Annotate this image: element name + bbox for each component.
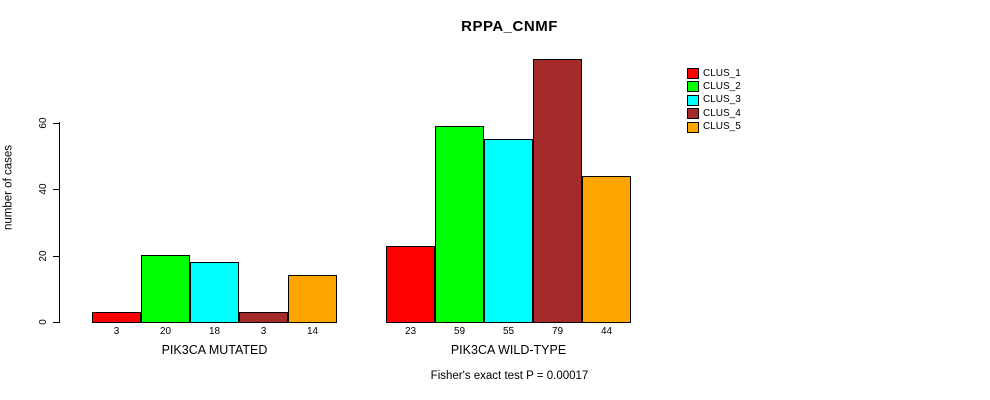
bar-clus-1-pik3ca-mutated [92,312,141,323]
bar-clus-4-pik3ca-mutated [239,312,288,323]
y-axis-label: number of cases [2,145,15,231]
bar-value-label: 3 [260,326,267,337]
bar-value-label: 59 [453,326,466,337]
legend-swatch-clus-2 [687,81,699,93]
legend-swatch-clus-5 [687,121,699,133]
legend-label-clus-3: CLUS_3 [703,94,741,106]
bar-clus-2-pik3ca-mutated [141,255,190,323]
bar-clus-1-pik3ca-wild-type [386,246,435,323]
bar-value-label: 79 [551,326,564,337]
legend-label-clus-1: CLUS_1 [703,67,741,79]
bar-value-label: 55 [502,326,515,337]
bar-clus-4-pik3ca-wild-type [533,59,582,323]
legend-label-clus-4: CLUS_4 [703,107,741,119]
legend-label-clus-2: CLUS_2 [703,80,741,92]
y-tick-label: 20 [38,250,49,262]
y-tick-mark [53,256,59,257]
chart-title: RPPA_CNMF [461,18,558,35]
y-tick-mark [53,123,59,124]
legend-swatch-clus-3 [687,94,699,106]
legend-label-clus-5: CLUS_5 [703,121,741,133]
bar-clus-5-pik3ca-mutated [288,275,337,323]
fisher-test-annotation: Fisher's exact test P = 0.00017 [430,370,589,382]
bar-value-label: 44 [600,326,613,337]
bar-value-label: 23 [404,326,417,337]
bar-value-label: 20 [159,326,172,337]
y-tick-mark [53,322,59,323]
legend-swatch-clus-4 [687,108,699,120]
bar-clus-3-pik3ca-mutated [190,262,239,323]
y-tick-label: 40 [38,183,49,195]
bar-clus-2-pik3ca-wild-type [435,126,484,323]
y-tick-label: 0 [38,319,49,325]
y-tick-label: 60 [38,117,49,129]
bar-clus-3-pik3ca-wild-type [484,139,533,323]
x-category-label-pik3ca-mutated: PIK3CA MUTATED [161,343,268,357]
bar-clus-5-pik3ca-wild-type [582,176,631,323]
legend-swatch-clus-1 [687,68,699,79]
y-tick-mark [53,189,59,190]
bar-value-label: 14 [306,326,319,337]
y-axis-line [59,122,60,323]
x-category-label-pik3ca-wild-type: PIK3CA WILD-TYPE [450,343,567,357]
bar-value-label: 18 [208,326,221,337]
bar-value-label: 3 [113,326,120,337]
